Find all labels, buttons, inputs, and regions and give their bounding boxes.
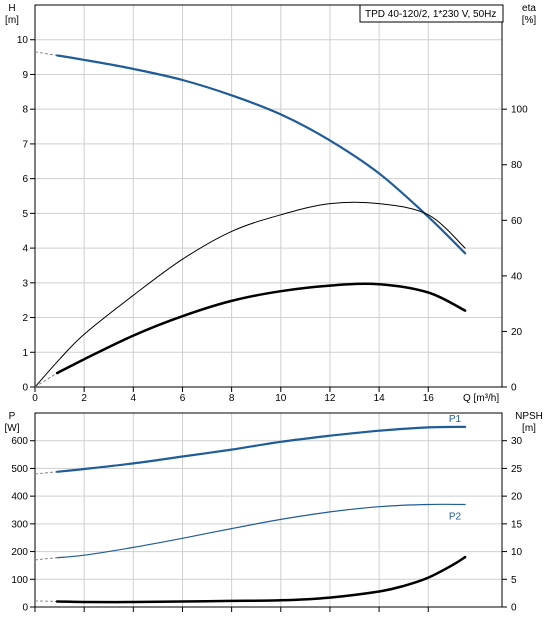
x-tick-label: 14 (374, 393, 386, 404)
y-right-axis-name: eta (522, 3, 536, 14)
y-left-axis-name: H (8, 3, 15, 14)
series-label-p1: P1 (449, 414, 462, 425)
y-left-tick-label: 500 (11, 464, 28, 475)
chart-title-box: TPD 40-120/2, 1*230 V, 50Hz (359, 4, 504, 23)
y-left-tick-label: 0 (22, 603, 28, 614)
y-right-tick-label: 80 (511, 160, 523, 171)
series-label-p2: P2 (449, 511, 462, 522)
power-npsh-panel: 0 100 200 300 400 500 600 0 5 10 15 20 25 30 P[W] NPSH[… (5, 411, 543, 614)
chart-title-frame (359, 4, 504, 23)
x-tick-label: 10 (275, 393, 287, 404)
y-left-tick-label: 3 (22, 278, 28, 289)
p1-curve (56, 425, 467, 473)
y-right-tick-label: 100 (511, 105, 528, 116)
y-right-axis-unit: [%] (522, 15, 537, 26)
y-left-tick-label: 600 (11, 436, 28, 447)
y-left-axis-unit: [W] (5, 423, 20, 434)
y-left-tick-label: 5 (22, 209, 28, 220)
y-left-tick-label: 400 (11, 492, 28, 503)
npsh-curve (55, 555, 467, 604)
y-right-tick-label: 20 (511, 492, 523, 503)
x-tick-label: 0 (32, 393, 38, 404)
y-right-tick-label: 20 (511, 327, 523, 338)
chart-title: TPD 40-120/2, 1*230 V, 50Hz (365, 9, 496, 20)
x-tick-label: 12 (324, 393, 336, 404)
y-left-axis-name: P (9, 411, 16, 422)
eta-thick-curve (55, 282, 467, 375)
head-efficiency-panel: 0 2 4 6 8 10 12 14 16012345678910020406080100H[m… (5, 3, 536, 404)
p2-extrapolation-line (34, 557, 58, 561)
plot-frame (34, 412, 503, 608)
y-left-tick-label: 1 (22, 348, 28, 359)
eta-thin-curve (34, 201, 466, 388)
y-left-tick-label: 8 (22, 105, 28, 116)
y-left-tick-label: 6 (22, 174, 28, 185)
y-left-tick-label: 9 (22, 70, 28, 81)
y-left-tick-label: 4 (22, 244, 28, 255)
y-left-tick-label: 100 (11, 575, 28, 586)
h-extrapolation-line (34, 51, 58, 56)
npsh-extrapolation-line (34, 600, 58, 602)
y-right-tick-label: 0 (511, 383, 517, 394)
y-left-tick-label: 10 (17, 35, 29, 46)
y-left-axis-unit: [m] (5, 15, 19, 26)
x-tick-label: 6 (180, 393, 186, 404)
y-right-tick-label: 60 (511, 216, 523, 227)
p2-curve (56, 503, 466, 559)
eta-thick-extrapolation-line (34, 372, 58, 388)
y-right-axis-name: NPSH (515, 411, 543, 422)
plot-frame (34, 4, 503, 388)
x-tick-label: 8 (229, 393, 235, 404)
y-right-tick-label: 30 (511, 436, 523, 447)
x-tick-label: 2 (81, 393, 87, 404)
y-left-tick-label: 2 (22, 313, 28, 324)
y-right-tick-label: 40 (511, 271, 523, 282)
y-left-tick-label: 200 (11, 547, 28, 558)
y-right-tick-label: 10 (511, 547, 523, 558)
y-right-tick-label: 0 (511, 603, 517, 614)
p1-extrapolation-line (34, 471, 58, 475)
h-curve (56, 54, 467, 255)
x-tick-label: 4 (131, 393, 137, 404)
x-tick-label: 16 (423, 393, 435, 404)
y-left-tick-label: 300 (11, 519, 28, 530)
x-axis-label: Q [m³/h] (463, 393, 499, 404)
y-right-tick-label: 5 (511, 575, 517, 586)
y-right-tick-label: 25 (511, 464, 523, 475)
y-right-tick-label: 15 (511, 519, 523, 530)
y-left-tick-label: 0 (22, 383, 28, 394)
y-right-axis-unit: [m] (522, 423, 536, 434)
y-left-tick-label: 7 (22, 139, 28, 150)
